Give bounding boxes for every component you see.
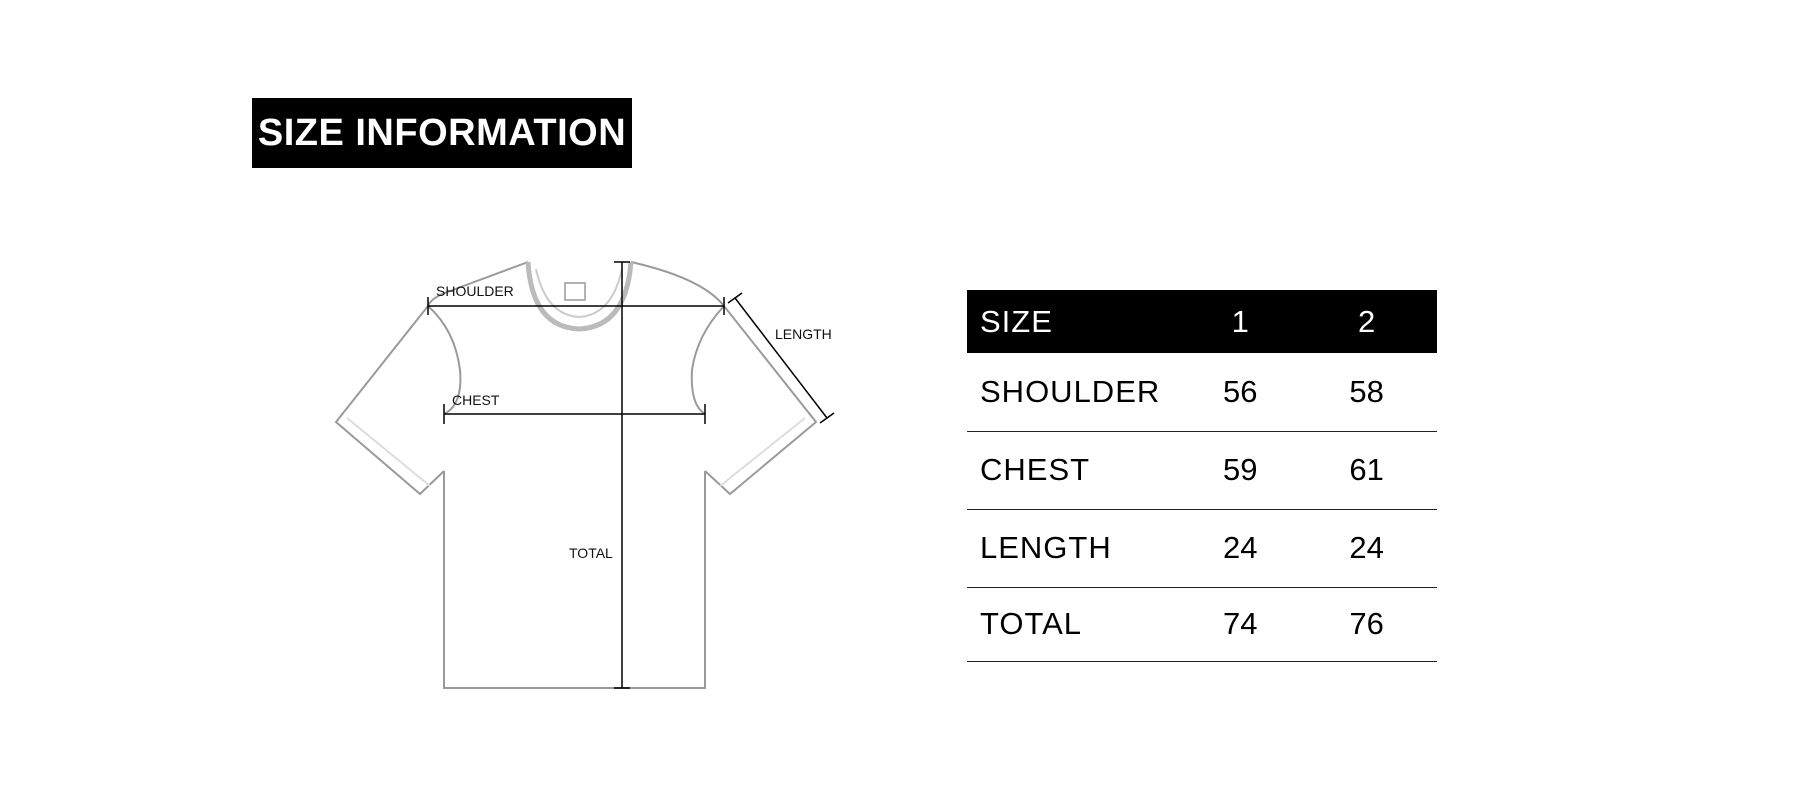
- cell-value: 76: [1349, 606, 1384, 641]
- shoulder-label: SHOULDER: [436, 283, 514, 299]
- cell-value: 59: [1223, 452, 1258, 487]
- cell-value: 74: [1223, 606, 1258, 641]
- table-row: TOTAL 74 76: [967, 587, 1437, 661]
- table-header-row: SIZE 1 2: [967, 290, 1437, 353]
- cell-value: 58: [1349, 373, 1384, 409]
- cell-value: 61: [1349, 452, 1384, 487]
- size-table: SIZE 1 2 SHOULDER 56 58 CHEST 59 61 LENG…: [967, 290, 1437, 662]
- length-measure-line: [734, 297, 828, 419]
- page-title: SIZE INFORMATION: [252, 98, 632, 168]
- length-label: LENGTH: [775, 326, 832, 342]
- cell-value: 24: [1223, 530, 1258, 565]
- cell-value: 24: [1349, 530, 1384, 565]
- row-label: CHEST: [980, 452, 1091, 487]
- tshirt-diagram: SHOULDER CHEST LENGTH TOTAL: [334, 261, 835, 689]
- table-row: SHOULDER 56 58: [967, 353, 1437, 431]
- header-size-1: 1: [1231, 303, 1249, 339]
- row-label: LENGTH: [980, 530, 1112, 565]
- table-row: CHEST 59 61: [967, 431, 1437, 509]
- row-label: TOTAL: [980, 606, 1083, 641]
- chest-label: CHEST: [452, 392, 500, 408]
- header-size: SIZE: [980, 303, 1053, 339]
- measure-lines: [427, 261, 835, 689]
- row-label: SHOULDER: [980, 373, 1161, 409]
- header-size-2: 2: [1358, 303, 1376, 339]
- total-label: TOTAL: [569, 545, 613, 561]
- tshirt-outline: [334, 261, 818, 689]
- cell-value: 56: [1223, 373, 1258, 409]
- table-row: LENGTH 24 24: [967, 509, 1437, 587]
